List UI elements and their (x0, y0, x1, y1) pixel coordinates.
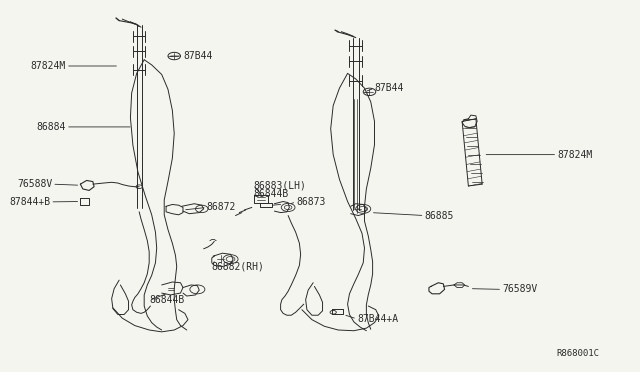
Text: 86885: 86885 (424, 211, 454, 221)
Text: 86883(LH): 86883(LH) (253, 180, 306, 190)
Text: 76589V: 76589V (502, 284, 538, 294)
Text: 87B44: 87B44 (374, 83, 404, 93)
Text: 86882(RH): 86882(RH) (212, 262, 265, 272)
Text: 86872: 86872 (207, 202, 236, 212)
Text: 87B44+A: 87B44+A (357, 314, 398, 324)
Text: 86844B: 86844B (253, 189, 289, 199)
Text: R868001C: R868001C (557, 350, 600, 359)
Text: 86873: 86873 (296, 197, 326, 207)
Text: 87B44: 87B44 (183, 51, 212, 61)
Text: 87824M: 87824M (31, 61, 66, 71)
Text: 87824M: 87824M (557, 150, 593, 160)
Text: 76588V: 76588V (17, 179, 52, 189)
Text: 86844B: 86844B (149, 295, 184, 305)
Text: 87844+B: 87844+B (9, 197, 51, 207)
Text: 86884: 86884 (36, 122, 66, 132)
